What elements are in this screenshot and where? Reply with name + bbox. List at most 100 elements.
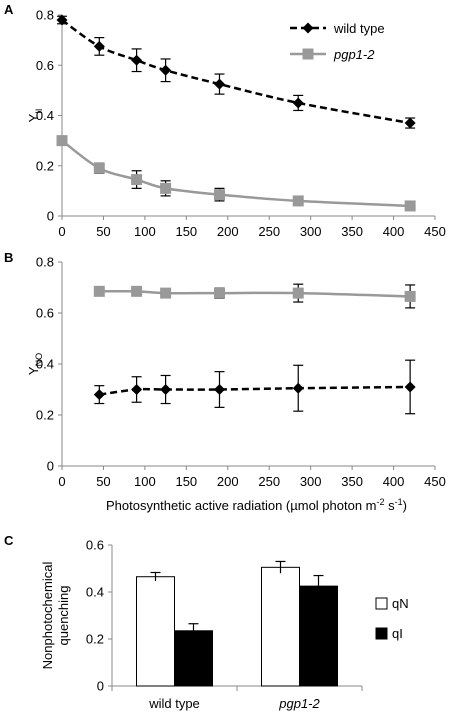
series-line [99, 385, 411, 396]
bar-qi [174, 630, 213, 687]
data-point [93, 285, 105, 297]
data-point [131, 384, 143, 395]
panel-letter-b: B [4, 250, 13, 265]
y-axis-title-sub: II [34, 109, 44, 114]
series-pgp1-2 [93, 283, 416, 309]
legend-label: pgp1-2 [333, 47, 375, 62]
y-tick-label: 0.4 [86, 585, 104, 600]
panel-b: B 0 0.2 0.4 0.6 0.8 0 50 100 150 200 250 300 350 400 45… [4, 250, 446, 513]
y-tick-label: 0.2 [36, 408, 54, 423]
y-tick-label: 0.6 [36, 58, 54, 73]
series-wild-type [93, 359, 416, 415]
legend-swatch-qi [375, 627, 388, 640]
data-point [131, 174, 143, 186]
panel-letter-c: C [4, 533, 14, 548]
x-axis-title-sup: -1 [395, 497, 403, 507]
y-tick-label: 0 [47, 209, 54, 224]
x-tick-label: 0 [58, 224, 65, 239]
data-point [292, 287, 304, 299]
y-tick-label: 0 [47, 459, 54, 474]
data-point [292, 382, 304, 394]
x-tick-label: 100 [134, 474, 156, 489]
y-tick-label: 0.8 [36, 255, 54, 270]
y-tick-label: 0.8 [36, 8, 54, 23]
y-tick-label: 0.4 [36, 108, 54, 123]
x-tick-label: 50 [96, 224, 110, 239]
x-axis-title-part: ) [403, 498, 407, 513]
legend-label: wild type [333, 21, 385, 36]
x-tick-label: 400 [383, 474, 405, 489]
data-point [404, 117, 416, 129]
data-point [292, 97, 304, 109]
x-tick-label: 200 [217, 474, 239, 489]
x-tick-label: 150 [175, 224, 197, 239]
legend-marker [302, 22, 314, 34]
x-tick-label: 0 [58, 474, 65, 489]
y-axis-title: YII [26, 109, 44, 123]
x-axis-title: Photosynthetic active radiation (µmol ph… [106, 497, 407, 513]
x-tick-label: 300 [300, 474, 322, 489]
x-axis-title-sup: -2 [377, 497, 385, 507]
data-point [213, 287, 225, 299]
panel-c: C 0 0.2 0.4 0.6 Nonphotochemical quenching wild… [4, 533, 409, 711]
y-tick-label: 0.2 [36, 158, 54, 173]
y-tick-label: 0 [97, 679, 104, 694]
data-point [160, 287, 172, 299]
x-tick-label: 250 [258, 474, 280, 489]
category-label: wild type [148, 696, 200, 711]
data-point [56, 14, 68, 26]
data-point [213, 189, 225, 201]
y-axis-title: YNO [26, 353, 44, 375]
data-point [160, 384, 172, 395]
legend-label: qI [392, 626, 403, 641]
panel-letter-a: A [4, 2, 14, 17]
legend: wild type pgp1-2 [290, 21, 385, 62]
y-axis-title-sub: NO [34, 353, 44, 367]
series-wild-type [56, 14, 416, 129]
x-axis-title-part: s [385, 498, 396, 513]
y-axis-title-main: Y [26, 366, 41, 375]
x-tick-label: 150 [175, 474, 197, 489]
series-line [61, 139, 411, 208]
bar-qn [261, 566, 300, 687]
data-point [404, 290, 416, 302]
data-point [404, 381, 416, 393]
x-tick-label: 450 [424, 474, 446, 489]
data-point [160, 64, 172, 76]
panel-a: A 0 0.2 0.4 0.6 0.8 0 50 100 150 200 250 300 350 400 45… [4, 2, 446, 239]
x-tick-label: 350 [341, 474, 363, 489]
series-line [99, 289, 411, 298]
data-point [93, 162, 105, 174]
x-tick-label: 100 [134, 224, 156, 239]
x-tick-label: 200 [217, 224, 239, 239]
data-point [131, 54, 143, 66]
data-point [93, 40, 105, 52]
y-tick-label: 0.6 [36, 306, 54, 321]
x-tick-label: 350 [341, 224, 363, 239]
x-tick-label: 400 [383, 224, 405, 239]
x-tick-label: 50 [96, 474, 110, 489]
series-pgp1-2 [56, 135, 416, 212]
y-tick-label: 0.2 [86, 632, 104, 647]
y-axis-title: Nonphotochemical [40, 562, 55, 670]
legend: qN qI [375, 596, 409, 641]
data-point [131, 285, 143, 297]
x-axis-title-part: Photosynthetic active radiation (µmol ph… [106, 498, 377, 513]
y-axis-title: quenching [56, 586, 71, 646]
legend-marker [302, 48, 314, 60]
x-tick-label: 450 [424, 224, 446, 239]
data-point [93, 389, 105, 401]
data-point [213, 384, 225, 395]
y-tick-label: 0.4 [36, 357, 54, 372]
bar-qi [299, 585, 338, 687]
x-tick-label: 250 [258, 224, 280, 239]
bar-qn [136, 576, 175, 687]
data-point [56, 135, 68, 147]
category-label: pgp1-2 [278, 696, 320, 711]
legend-label: qN [392, 596, 409, 611]
data-point [160, 182, 172, 194]
y-tick-label: 0.6 [86, 538, 104, 553]
data-point [292, 195, 304, 207]
x-tick-label: 300 [300, 224, 322, 239]
